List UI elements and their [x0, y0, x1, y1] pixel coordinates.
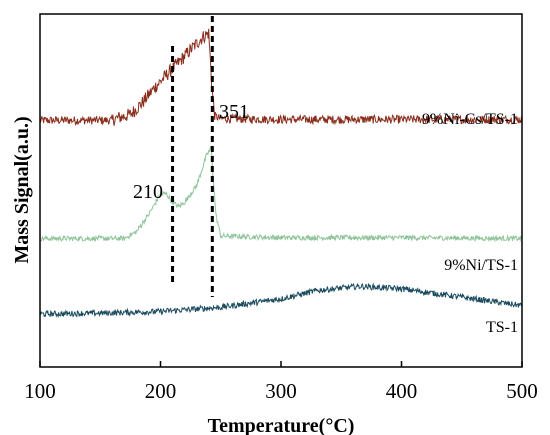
x-tick-label: 400 — [386, 379, 418, 403]
annotations: 210 351 — [133, 101, 249, 203]
series-label: 9%Ni-Cs/TS-1 — [422, 111, 518, 128]
peak-annotation: 351 — [219, 101, 249, 123]
x-ticks: 100 200 300 400 500 — [24, 361, 538, 403]
series-line-1 — [39, 145, 523, 243]
x-tick-label: 200 — [145, 379, 177, 403]
x-tick-label: 500 — [506, 379, 538, 403]
series-label: TS-1 — [486, 319, 518, 336]
series-line-2 — [39, 282, 523, 318]
series-line-0 — [39, 28, 523, 127]
x-tick-label: 300 — [265, 379, 297, 403]
x-tick-label: 100 — [24, 379, 56, 403]
x-axis-label: Temperature(°C) — [208, 415, 355, 435]
series-label: 9%Ni/TS-1 — [444, 257, 518, 274]
peak-annotation: 210 — [133, 181, 163, 203]
vline-group — [171, 16, 214, 297]
plot-clip-group — [39, 28, 523, 318]
series-labels: 9%Ni-Cs/TS-1 9%Ni/TS-1 TS-1 — [422, 111, 518, 336]
y-axis-label: Mass Signal(a.u.) — [11, 116, 33, 263]
